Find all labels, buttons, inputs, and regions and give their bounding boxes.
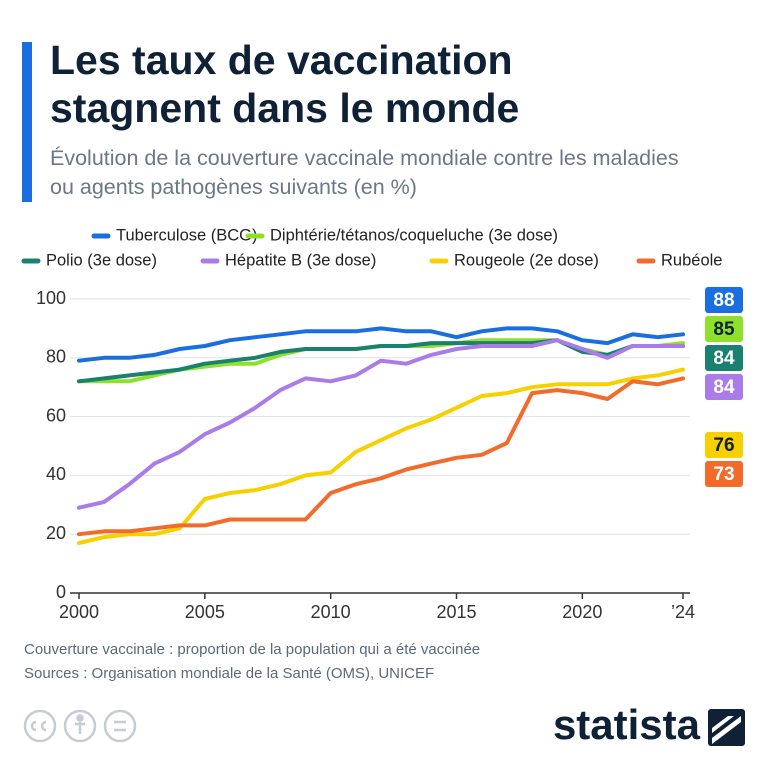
logo-icon — [708, 709, 745, 746]
y-tick-label: 40 — [46, 464, 66, 484]
end-value-label: 73 — [713, 464, 734, 485]
end-badge-bg — [705, 461, 743, 487]
legend-label: Hépatite B (3e dose) — [225, 251, 376, 269]
legend-label: Rougeole (2e dose) — [454, 251, 599, 269]
end-badge-bg — [705, 316, 743, 342]
end-badge-bg — [705, 374, 743, 400]
y-tick-label: 100 — [36, 288, 66, 308]
note: Couverture vaccinale : proportion de la … — [24, 641, 480, 658]
subtitle-box: Évolution de la couverture vaccinale mon… — [50, 146, 679, 199]
chart-subtitle: Évolution de la couverture vaccinale mon… — [50, 146, 679, 199]
series-line — [77, 376, 685, 537]
series-line — [77, 338, 685, 384]
series-line — [77, 326, 685, 363]
end-badge: 73 — [705, 461, 743, 487]
x-tick-label: 2015 — [436, 602, 476, 622]
y-tick-label: 0 — [56, 582, 66, 602]
license-icons — [23, 709, 137, 743]
end-badge: 76 — [705, 432, 743, 458]
series-line — [77, 367, 685, 545]
x-tick-label: 2000 — [59, 602, 99, 622]
end-value-label: 84 — [713, 348, 735, 369]
x-tick-label: 2010 — [311, 602, 351, 622]
x-tick-label: 2020 — [562, 602, 602, 622]
logo-text: statista — [553, 701, 701, 748]
legend-label: Rubéole — [661, 251, 722, 269]
title-accent — [22, 42, 32, 202]
end-badge: 84 — [705, 345, 743, 371]
end-value-label: 76 — [713, 435, 734, 456]
y-tick-label: 60 — [46, 405, 66, 425]
chart-title: Les taux de vaccination stagnent dans le… — [50, 37, 520, 131]
legend-label: Tuberculose (BCG) — [116, 226, 258, 244]
end-value-label: 84 — [713, 377, 735, 398]
x-tick-label: 2005 — [185, 602, 225, 622]
y-tick-label: 20 — [46, 523, 66, 543]
legend-label: Polio (3e dose) — [46, 251, 157, 269]
end-badge-bg — [705, 287, 743, 313]
legend-label: Diphtérie/tétanos/coqueluche (3e dose) — [270, 226, 558, 244]
y-tick-label: 80 — [46, 347, 66, 367]
end-badge: 84 — [705, 374, 743, 400]
title-box: Les taux de vaccination stagnent dans le… — [50, 37, 520, 131]
end-badge-bg — [705, 345, 743, 371]
source: Sources : Organisation mondiale de la Sa… — [24, 665, 434, 682]
end-badge: 85 — [705, 316, 743, 342]
end-badge-bg — [705, 432, 743, 458]
series-line — [77, 338, 685, 510]
end-badge: 88 — [705, 287, 743, 313]
end-value-label: 88 — [713, 290, 734, 311]
x-tick-label: ’24 — [671, 602, 695, 622]
end-value-label: 85 — [713, 319, 735, 340]
